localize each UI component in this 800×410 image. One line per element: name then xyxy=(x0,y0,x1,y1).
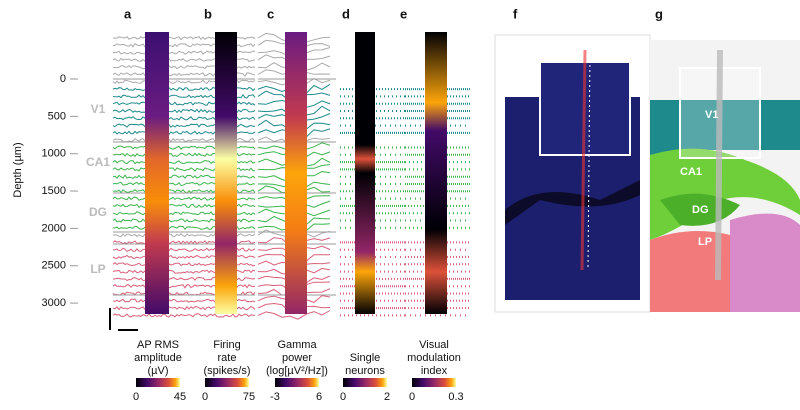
colorbar-label: amplitude xyxy=(134,352,182,364)
panel-label: d xyxy=(342,6,350,21)
trace xyxy=(112,313,255,318)
histology-panel xyxy=(494,34,651,313)
panel-label: f xyxy=(513,6,518,21)
colorbar xyxy=(136,378,180,387)
y-axis-label: Depth (µm) xyxy=(12,142,24,197)
colorbar-tick: 0 xyxy=(133,391,139,403)
colorbar-label: neurons xyxy=(345,365,385,377)
colorbar-label: Single xyxy=(350,352,381,364)
y-tick-label: 500 xyxy=(48,110,66,122)
atlas-label: DG xyxy=(692,204,709,216)
colorbar-tick: 2 xyxy=(384,391,390,403)
y-tick-label: 1000 xyxy=(42,148,66,160)
atlas-label: CA1 xyxy=(680,166,702,178)
colorbar-label: AP RMS xyxy=(137,339,179,351)
colorbar-label: index xyxy=(421,365,448,377)
panel-label: c xyxy=(267,6,274,21)
colorbar-tick: 0 xyxy=(409,391,415,403)
y-tick-label: 2500 xyxy=(42,260,66,272)
colorbar-label: power xyxy=(282,352,312,364)
y-tick-label: 0 xyxy=(60,73,66,85)
region-label: LP xyxy=(90,262,105,276)
colorbar-label: Gamma xyxy=(277,339,317,351)
panel-label: e xyxy=(400,6,407,21)
y-tick-label: 2000 xyxy=(42,222,66,234)
atlas-label: LP xyxy=(698,236,712,248)
atlas-panel: V1 CA1 DG LP xyxy=(650,40,800,312)
colorbar xyxy=(412,378,456,387)
colorbar-tick: 45 xyxy=(174,391,186,403)
heatmap-e xyxy=(425,32,447,314)
region-label: DG xyxy=(89,205,107,219)
panel-label: g xyxy=(655,6,663,21)
colorbar-tick: 6 xyxy=(316,391,322,403)
heatmap-d xyxy=(355,32,375,314)
colorbar-tick: 0 xyxy=(202,391,208,403)
colorbar-label: (log[µV²/Hz]) xyxy=(266,365,328,377)
heatmap-c xyxy=(285,32,307,314)
colorbar-label: Firing xyxy=(213,339,241,351)
colorbar xyxy=(275,378,319,387)
colorbar xyxy=(343,378,387,387)
heatmap-a xyxy=(145,32,169,314)
colorbar-tick: -3 xyxy=(270,391,280,403)
colorbar-label: (µV) xyxy=(147,365,168,377)
heatmap-b xyxy=(215,32,237,314)
colorbar-label: rate xyxy=(218,352,237,364)
y-tick-label: 1500 xyxy=(42,185,66,197)
colorbar xyxy=(205,378,249,387)
colorbar-label: modulation xyxy=(407,352,461,364)
colorbar-label: Visual xyxy=(419,339,449,351)
region-label: V1 xyxy=(91,102,106,116)
y-tick-label: 3000 xyxy=(42,297,66,309)
region-label: CA1 xyxy=(86,155,110,169)
trace xyxy=(257,310,331,320)
colorbar-tick: 0 xyxy=(340,391,346,403)
colorbar-tick: 75 xyxy=(243,391,255,403)
panel-label: a xyxy=(124,6,132,21)
atlas-label: V1 xyxy=(705,109,718,121)
colorbar-tick: 0.3 xyxy=(448,391,463,403)
colorbar-label: (spikes/s) xyxy=(203,365,250,377)
panel-label: b xyxy=(204,6,212,21)
